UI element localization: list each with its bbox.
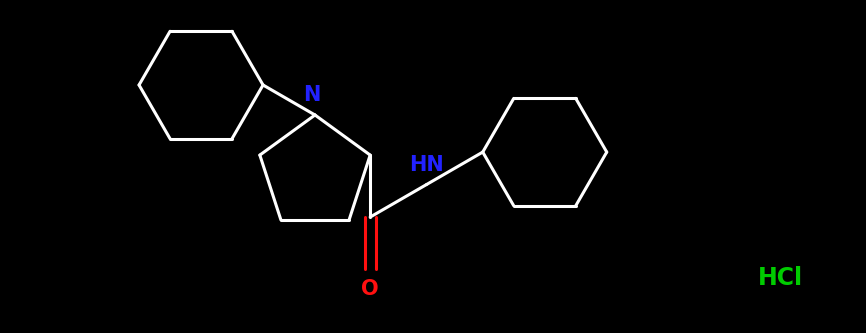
Text: HN: HN — [409, 155, 444, 174]
Text: HCl: HCl — [758, 266, 803, 290]
Text: N: N — [303, 85, 320, 105]
Text: O: O — [361, 279, 379, 299]
